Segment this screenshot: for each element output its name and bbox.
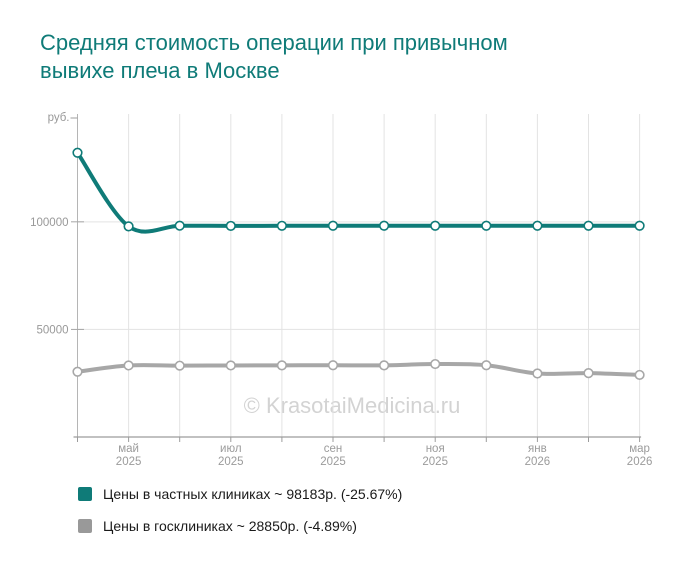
data-point-marker-private-clinics (583, 220, 594, 231)
data-point-marker-state-clinics (123, 360, 134, 371)
data-point-marker-private-clinics (225, 220, 236, 232)
data-point-marker-state-clinics (225, 360, 236, 371)
y-tick-label: 100000 (30, 217, 68, 229)
data-point-marker-state-clinics (481, 360, 492, 371)
data-point-marker-private-clinics (379, 220, 390, 231)
data-point-marker-state-clinics (583, 367, 594, 379)
data-point-marker-state-clinics (634, 369, 645, 381)
data-point-marker-state-clinics (327, 360, 339, 371)
series-line-state-clinics (75, 362, 642, 377)
legend-label-state-clinics: Цены в госклиниках ~ 28850р. (-4.89%) (103, 518, 357, 534)
data-point-marker-private-clinics (72, 147, 83, 158)
legend-item-state-clinics: Цены в госклиниках ~ 28850р. (-4.89%) (78, 518, 402, 534)
legend: Цены в частных клиниках ~ 98183р. (-25.6… (78, 486, 402, 534)
page-title: Средняя стоимость операции при привычном… (40, 30, 508, 83)
x-tick-label: янв 2026 (525, 443, 551, 468)
data-point-marker-private-clinics (174, 220, 185, 231)
data-point-marker-private-clinics (327, 220, 339, 231)
data-point-marker-private-clinics (481, 220, 492, 231)
data-point-marker-state-clinics (72, 366, 83, 377)
data-point-marker-state-clinics (379, 360, 390, 371)
watermark: © KrasotaiMedicina.ru (244, 393, 461, 418)
data-point-marker-private-clinics (634, 220, 645, 231)
data-point-marker-state-clinics (532, 368, 543, 379)
data-point-marker-private-clinics (430, 220, 441, 231)
data-point-marker-state-clinics (430, 358, 441, 370)
x-tick-label: ноя 2025 (422, 443, 448, 468)
y-axis-unit-label: руб. (48, 112, 70, 124)
legend-swatch-private-clinics (78, 487, 92, 501)
data-point-marker-state-clinics (276, 360, 288, 371)
x-tick-label: май 2025 (116, 443, 142, 468)
data-point-marker-private-clinics (532, 220, 543, 231)
data-point-marker-private-clinics (123, 221, 134, 232)
x-tick-label: июл 2025 (218, 443, 244, 468)
data-point-marker-private-clinics (276, 220, 288, 231)
legend-swatch-state-clinics (78, 519, 92, 533)
y-tick-label: 50000 (37, 324, 69, 336)
series-line-private-clinics (75, 150, 642, 234)
legend-item-private-clinics: Цены в частных клиниках ~ 98183р. (-25.6… (78, 486, 402, 502)
x-tick-label: мар 2026 (627, 443, 653, 468)
legend-label-private-clinics: Цены в частных клиниках ~ 98183р. (-25.6… (103, 486, 403, 502)
chart: © KrasotaiMedicina.ru 100000 50000 руб. май 2… (30, 112, 653, 468)
data-point-marker-state-clinics (174, 360, 185, 371)
x-tick-label: сен 2025 (320, 443, 346, 468)
